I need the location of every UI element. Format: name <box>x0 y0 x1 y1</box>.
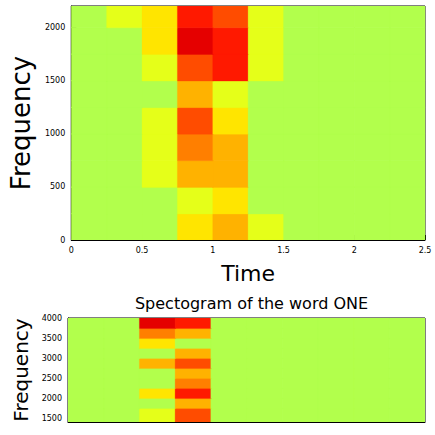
svg-text:4000: 4000 <box>42 314 62 323</box>
svg-text:500: 500 <box>50 182 65 191</box>
svg-text:Spectogram of the word ONE: Spectogram of the word ONE <box>135 294 368 313</box>
svg-text:2.5: 2.5 <box>419 246 432 255</box>
svg-text:2500: 2500 <box>42 374 62 383</box>
svg-text:Frequency: Frequency <box>9 318 33 421</box>
svg-text:1500: 1500 <box>45 76 65 85</box>
svg-text:3000: 3000 <box>42 354 62 363</box>
svg-text:0.5: 0.5 <box>136 246 149 255</box>
svg-text:3500: 3500 <box>42 334 62 343</box>
svg-text:1: 1 <box>210 246 215 255</box>
svg-text:1.5: 1.5 <box>277 246 290 255</box>
svg-text:2000: 2000 <box>42 394 62 403</box>
svg-text:Time: Time <box>220 261 275 286</box>
svg-text:2: 2 <box>352 246 357 255</box>
svg-text:0: 0 <box>60 236 65 245</box>
svg-text:0: 0 <box>69 246 74 255</box>
svg-text:1000: 1000 <box>45 129 65 138</box>
svg-text:1500: 1500 <box>42 414 62 423</box>
svg-text:2000: 2000 <box>45 23 65 32</box>
svg-text:Frequency: Frequency <box>6 56 36 190</box>
